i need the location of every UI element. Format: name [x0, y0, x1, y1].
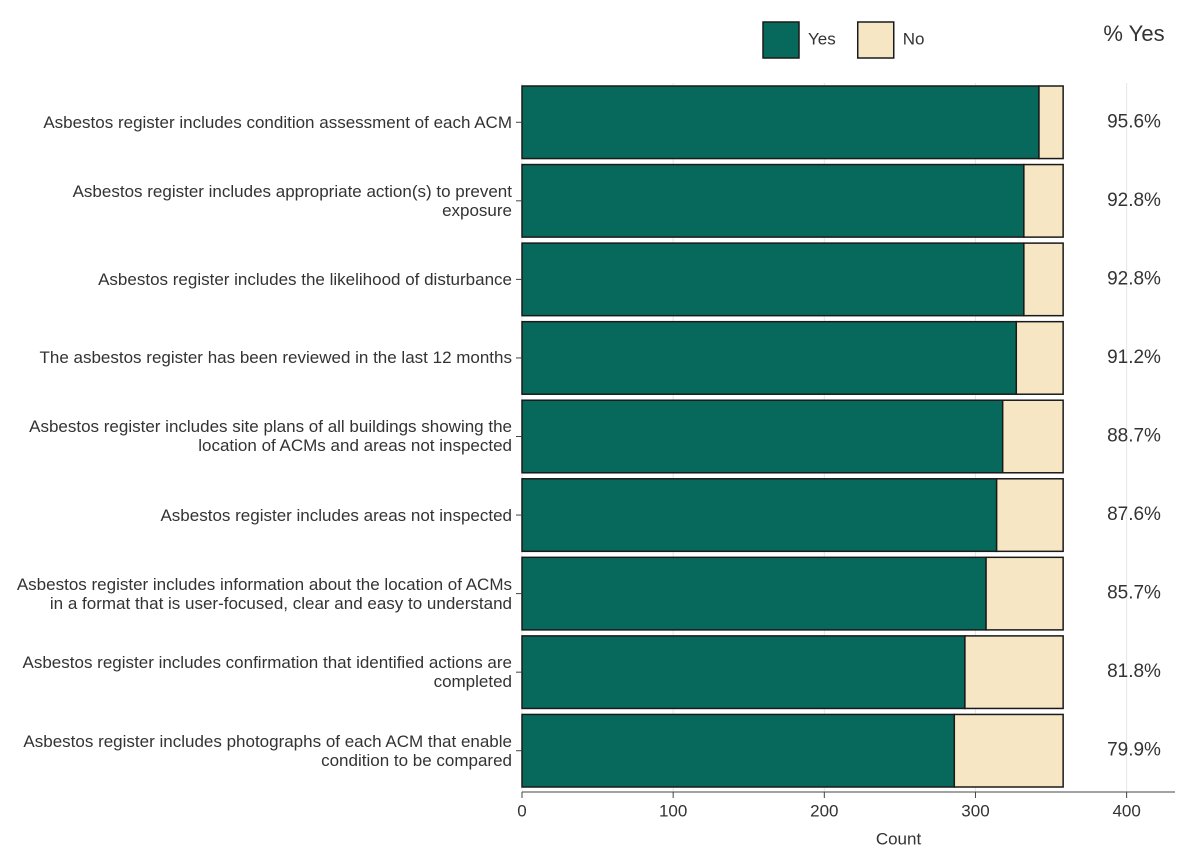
bar-segment — [521, 163, 1025, 238]
y-tick-label: Asbestos register includes the likelihoo… — [98, 269, 512, 289]
bar-segment — [521, 556, 987, 631]
bar-segment — [1001, 399, 1064, 474]
percent-label: 91.2% — [1107, 347, 1161, 368]
legend-swatch — [762, 21, 800, 59]
x-axis-label: Count — [876, 829, 922, 848]
percent-label: 85.7% — [1107, 583, 1161, 604]
y-tick-label: Asbestos register includes areas not ins… — [160, 505, 512, 525]
bar-segment — [953, 713, 1064, 788]
bar-segment — [985, 556, 1064, 631]
percent-header: % Yes — [1103, 21, 1164, 46]
y-tick-label: Asbestos register includes site plans of… — [29, 417, 512, 456]
legend-label: Yes — [808, 29, 836, 48]
x-tick-label: 0 — [517, 801, 526, 820]
x-tick-label: 400 — [1112, 801, 1140, 820]
bar-segment — [521, 713, 956, 788]
bar-segment — [1015, 320, 1064, 395]
y-tick-label: Asbestos register includes photographs o… — [23, 731, 512, 770]
bar-segment — [521, 635, 966, 710]
percent-label: 87.6% — [1107, 504, 1161, 525]
bar-segment — [1023, 242, 1064, 317]
bar-segment — [1038, 85, 1064, 160]
percent-label: 92.8% — [1107, 190, 1161, 211]
bar-segment — [521, 242, 1025, 317]
percent-label: 88.7% — [1107, 426, 1161, 447]
x-tick-label: 100 — [659, 801, 687, 820]
bar-segment — [995, 478, 1064, 553]
bar-segment — [521, 320, 1018, 395]
y-tick-label: Asbestos register includes confirmation … — [22, 653, 512, 692]
bar-segment — [521, 85, 1040, 160]
percent-label: 92.8% — [1107, 268, 1161, 289]
x-tick-label: 200 — [810, 801, 838, 820]
legend-swatch — [856, 21, 895, 59]
legend-label: No — [903, 29, 925, 48]
percent-label: 81.8% — [1107, 661, 1161, 682]
percent-label: 79.9% — [1107, 740, 1161, 761]
bar-segment — [521, 399, 1004, 474]
percent-label: 95.6% — [1107, 111, 1161, 132]
y-tick-label: Asbestos register includes condition ass… — [43, 112, 512, 132]
y-tick-label: Asbestos register includes appropriate a… — [72, 181, 512, 220]
bar-segment — [1023, 163, 1064, 238]
bar-segment — [964, 635, 1064, 710]
y-tick-label: The asbestos register has been reviewed … — [39, 348, 513, 368]
x-tick-label: 300 — [961, 801, 989, 820]
bar-segment — [521, 478, 998, 553]
y-tick-label: Asbestos register includes information a… — [16, 574, 512, 613]
